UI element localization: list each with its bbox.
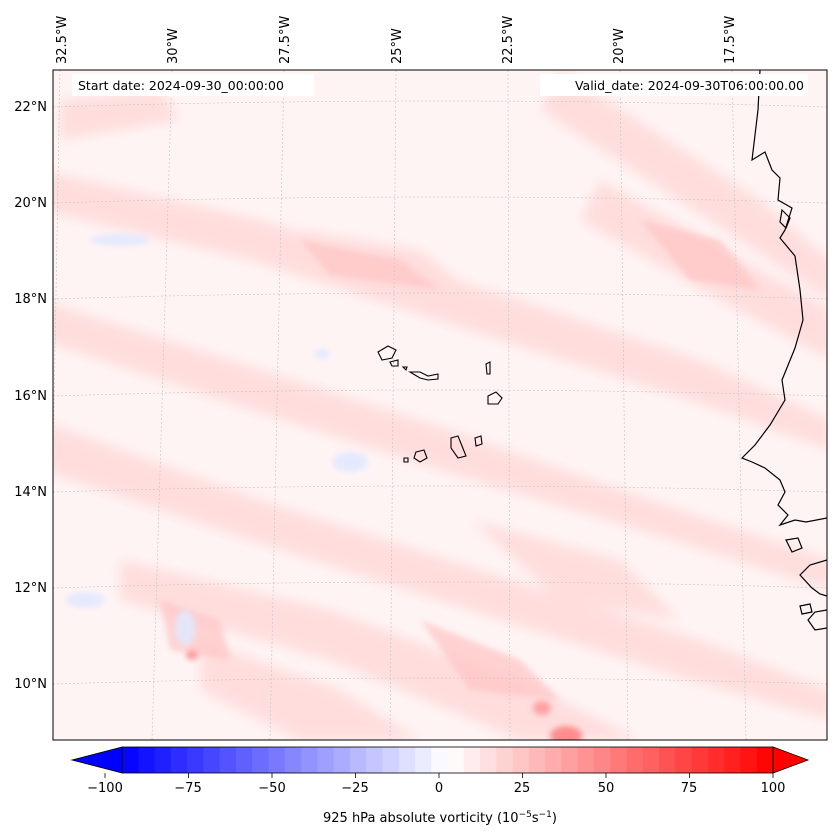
start-date-text: Start date: 2024-09-30_00:00:00 <box>78 78 284 93</box>
lon-label-32-5w: 32.5°W <box>55 16 70 64</box>
cbar-tick-label: 0 <box>435 781 443 796</box>
colorbar-cell <box>626 747 644 773</box>
colorbar-cell <box>496 747 514 773</box>
longitude-labels: 32.5°W 30°W 27.5°W 25°W 22.5°W 20°W 17.5… <box>55 16 738 64</box>
colorbar-cell <box>235 747 253 773</box>
colorbar-cell <box>219 747 237 773</box>
africa-coast <box>740 70 827 631</box>
colorbar-cell <box>431 747 448 773</box>
colorbar-cell <box>593 747 611 773</box>
coastline <box>740 70 827 631</box>
colorbar-cell <box>561 747 579 773</box>
cape-verde-islands <box>377 345 503 463</box>
colorbar-cell <box>138 747 156 773</box>
colorbar-cell <box>414 747 432 773</box>
coast-inlet-1 <box>779 208 791 230</box>
lat-label-10n: 10°N <box>14 677 47 692</box>
cbar-tick-label: −50 <box>258 781 285 796</box>
colorbar-cell <box>154 747 172 773</box>
island-boa-vista <box>487 391 503 405</box>
lat-label-22n: 22°N <box>14 100 47 115</box>
cbar-tick-label: −100 <box>87 781 123 796</box>
colorbar-cell <box>301 747 318 773</box>
valid-date-text: Valid_date: 2024-09-30T06:00:00.00 <box>575 78 804 93</box>
colorbar-cell <box>366 747 383 773</box>
lon-label-22-5w: 22.5°W <box>501 16 516 64</box>
lon-label-20w: 20°W <box>612 28 627 64</box>
colorbar-cell <box>447 747 465 773</box>
colorbar: −100 −75 −50 −25 0 25 50 75 100 925 hPa … <box>70 746 810 826</box>
coast-inlet-3 <box>799 603 813 615</box>
lat-label-16n: 16°N <box>14 389 47 404</box>
colorbar-cell <box>724 747 741 773</box>
lat-label-18n: 18°N <box>14 292 47 307</box>
cbar-tick-label: −25 <box>341 781 368 796</box>
colorbar-cell <box>252 747 269 773</box>
island-brava <box>403 457 409 463</box>
coast-inlet-2 <box>785 537 803 553</box>
colorbar-cell <box>317 747 335 773</box>
colorbar-cell <box>382 747 400 773</box>
colorbar-cell <box>349 747 367 773</box>
colorbar-cell <box>122 747 139 773</box>
lon-label-30w: 30°W <box>166 28 181 64</box>
colorbar-cell <box>463 747 481 773</box>
island-santo-antao <box>377 345 397 361</box>
colorbar-cell <box>545 747 562 773</box>
colorbar-label: 925 hPa absolute vorticity (10−5s−1) <box>323 810 557 826</box>
colorbar-cell <box>203 747 221 773</box>
cbar-tick-label: −75 <box>174 781 201 796</box>
lat-label-14n: 14°N <box>14 485 47 500</box>
map-frame <box>52 69 828 741</box>
island-fogo <box>413 449 428 463</box>
colorbar-cell <box>187 747 204 773</box>
lat-label-12n: 12°N <box>14 581 47 596</box>
map-panel: Start date: 2024-09-30_00:00:00 Valid_da… <box>52 69 828 741</box>
colorbar-cell <box>284 747 302 773</box>
colorbar-cell <box>659 747 676 773</box>
cbar-tick-label: 75 <box>681 781 698 796</box>
colorbar-cell <box>707 747 725 773</box>
colorbar-cell <box>170 747 188 773</box>
island-sal <box>485 361 491 375</box>
colorbar-cells <box>122 747 774 773</box>
cbar-tick-label: 50 <box>598 781 615 796</box>
cbar-tick-label: 100 <box>761 781 786 796</box>
start-date-box <box>72 74 314 96</box>
colorbar-cell <box>268 747 286 773</box>
colorbar-cell <box>480 747 497 773</box>
latitude-labels: 22°N 20°N 18°N 16°N 14°N 12°N 10°N <box>14 100 47 692</box>
colorbar-extend-max-arrow <box>772 746 810 774</box>
island-santiago <box>450 435 467 459</box>
lon-label-27-5w: 27.5°W <box>278 16 293 64</box>
lat-label-20n: 20°N <box>14 196 47 211</box>
colorbar-extend-min-arrow <box>70 746 123 774</box>
colorbar-cell <box>528 747 546 773</box>
valid-date-box <box>540 74 808 96</box>
colorbar-cell <box>691 747 709 773</box>
lon-label-17-5w: 17.5°W <box>723 16 738 64</box>
cbar-tick-label: 25 <box>514 781 531 796</box>
colorbar-cell <box>333 747 351 773</box>
colorbar-cell <box>398 747 416 773</box>
colorbar-cell <box>577 747 595 773</box>
colorbar-ticks <box>104 773 774 778</box>
colorbar-cell <box>610 747 628 773</box>
colorbar-frame <box>121 746 774 774</box>
colorbar-cell <box>642 747 660 773</box>
colorbar-cell <box>740 747 758 773</box>
lon-label-25w: 25°W <box>390 28 405 64</box>
vorticity-field <box>53 70 827 740</box>
colorbar-cell <box>675 747 693 773</box>
colorbar-tick-labels: −100 −75 −50 −25 0 25 50 75 100 <box>87 781 785 796</box>
colorbar-cell <box>512 747 530 773</box>
island-sao-nicolau <box>408 371 439 381</box>
island-santa-luzia <box>401 366 408 372</box>
colorbar-cell <box>756 747 774 773</box>
island-maio <box>474 435 483 447</box>
island-sao-vicente <box>389 359 399 367</box>
